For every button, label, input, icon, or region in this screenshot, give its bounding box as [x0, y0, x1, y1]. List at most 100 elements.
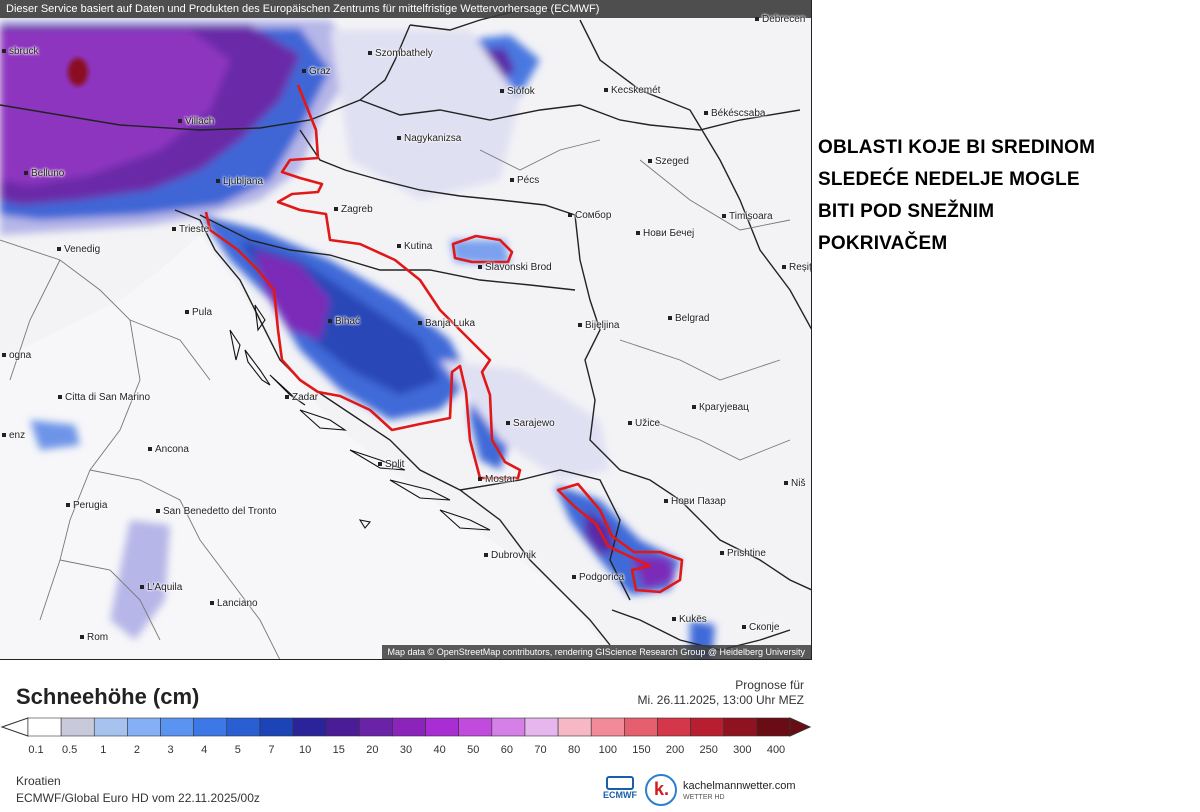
city-marker-icon — [704, 111, 708, 116]
scale-tick-label: 30 — [399, 744, 413, 756]
city-label: Dubrovnik — [484, 550, 536, 561]
brand-name: kachelmannwetter.com — [683, 780, 796, 792]
city-label: Prishtine — [720, 548, 766, 559]
city-marker-icon — [692, 405, 696, 410]
model-run: ECMWF/Global Euro HD vom 22.11.2025/00z — [16, 791, 260, 805]
city-marker-icon — [302, 69, 306, 74]
city-label: Graz — [302, 66, 331, 77]
city-label: Sarajewo — [506, 418, 555, 429]
scale-swatch — [193, 717, 228, 737]
scale-swatch — [392, 717, 426, 737]
scale-tick-label: 10 — [298, 744, 312, 756]
city-label: Сомбор — [568, 210, 611, 221]
city-marker-icon — [397, 136, 401, 141]
scale-tick-label: 7 — [268, 744, 275, 756]
brand-sub: WETTER HD — [683, 794, 725, 801]
legend-title: Schneehöhe (cm) — [16, 684, 200, 709]
scale-tick-label: 2 — [133, 744, 140, 756]
city-label: Villach — [178, 116, 214, 127]
city-label: enz — [2, 430, 25, 441]
city-name: Békéscsaba — [711, 108, 766, 119]
region-borders — [0, 139, 791, 659]
city-label: L'Aquila — [140, 582, 182, 593]
city-label: Békéscsaba — [704, 108, 765, 119]
city-name: Нови Пазар — [671, 496, 726, 507]
scale-swatch — [226, 717, 261, 737]
city-name: Нови Бечеј — [643, 228, 695, 239]
city-label: Perugia — [66, 500, 107, 511]
city-label: Pula — [185, 307, 212, 318]
city-name: Pula — [192, 307, 213, 318]
color-scale — [0, 717, 812, 737]
city-marker-icon — [172, 227, 176, 232]
city-marker-icon — [368, 51, 372, 56]
scale-swatch — [259, 717, 294, 737]
scale-tick-label: 60 — [500, 744, 514, 756]
snow-depth-map[interactable]: Dieser Service basiert auf Daten und Pro… — [0, 0, 812, 660]
scale-swatch — [491, 717, 526, 737]
scale-swatch — [458, 717, 493, 737]
map-header-bar: Dieser Service basiert auf Daten und Pro… — [0, 0, 811, 18]
city-name: L'Aquila — [147, 582, 183, 593]
city-label: Podgorica — [572, 572, 624, 583]
city-label: Lanciano — [210, 598, 258, 609]
city-marker-icon — [668, 316, 672, 321]
city-label: Крагујевац — [692, 402, 749, 413]
city-marker-icon — [572, 575, 576, 580]
scale-tick-label: 70 — [534, 744, 547, 756]
city-label: Нови Бечеј — [636, 228, 694, 239]
annotation-line: OBLASTI KOJE BI SREDINOM — [818, 137, 1096, 158]
city-label: Niš — [784, 478, 805, 489]
city-label: Zadar — [285, 392, 318, 403]
city-label: Siófok — [500, 86, 535, 97]
scale-tick-label: 300 — [733, 744, 752, 756]
city-marker-icon — [178, 119, 182, 124]
forecast-label: Prognose für — [735, 678, 804, 692]
city-marker-icon — [604, 88, 608, 93]
city-label: Szeged — [648, 156, 689, 167]
city-name: Prishtine — [727, 548, 766, 559]
city-marker-icon — [784, 481, 788, 486]
scale-swatch — [723, 717, 758, 737]
city-name: Banja Luka — [425, 318, 476, 329]
city-marker-icon — [397, 244, 401, 249]
city-name: Sarajewo — [513, 418, 555, 429]
city-label: Trieste — [172, 224, 209, 235]
scale-swatch — [425, 717, 459, 737]
city-label: Slavonski Brod — [478, 262, 552, 273]
city-label: San Benedetto del Tronto — [156, 506, 276, 517]
color-scale-labels: 0.1 0.5 1 2 3 4 5 7 10 15 20 30 40 50 60 70 80 100 150 200 2… — [0, 744, 812, 758]
city-name: Bijeljina — [585, 320, 620, 331]
scale-tick-label: 5 — [234, 744, 241, 756]
city-name: Szombathely — [375, 48, 433, 59]
city-name: Villach — [185, 116, 215, 127]
city-marker-icon — [664, 499, 668, 504]
city-marker-icon — [742, 625, 746, 630]
city-name: Niš — [791, 478, 806, 489]
scale-swatch — [557, 717, 592, 737]
scale-swatch — [690, 717, 725, 737]
map-canvas — [0, 9, 811, 659]
city-label: Bijeljina — [578, 320, 619, 331]
city-marker-icon — [578, 323, 582, 328]
ecmwf-logo-text: ECMWF — [603, 790, 637, 800]
scale-swatch — [160, 717, 194, 737]
scale-swatch — [624, 717, 658, 737]
city-marker-icon — [58, 395, 62, 400]
city-label: Kecskemét — [604, 85, 660, 96]
scale-swatch — [292, 717, 327, 737]
annotation-headline: OBLASTI KOJE BI SREDINOM SLEDEĆE NEDELJE… — [818, 132, 1198, 260]
snow-areas-outline — [204, 84, 684, 594]
scale-tick-label: 150 — [632, 744, 651, 756]
map-attribution[interactable]: Map data © OpenStreetMap contributors, r… — [381, 645, 811, 659]
city-marker-icon — [720, 551, 724, 556]
city-name: Reșiț — [789, 262, 812, 273]
city-label: ogna — [2, 350, 31, 361]
city-name: Bihać — [335, 316, 361, 327]
city-marker-icon — [185, 310, 189, 315]
scale-swatch — [590, 717, 625, 737]
city-label: Debrecen — [755, 14, 805, 25]
scale-tick-label: 40 — [433, 744, 446, 756]
scale-swatch — [756, 717, 791, 737]
city-marker-icon — [148, 447, 152, 452]
